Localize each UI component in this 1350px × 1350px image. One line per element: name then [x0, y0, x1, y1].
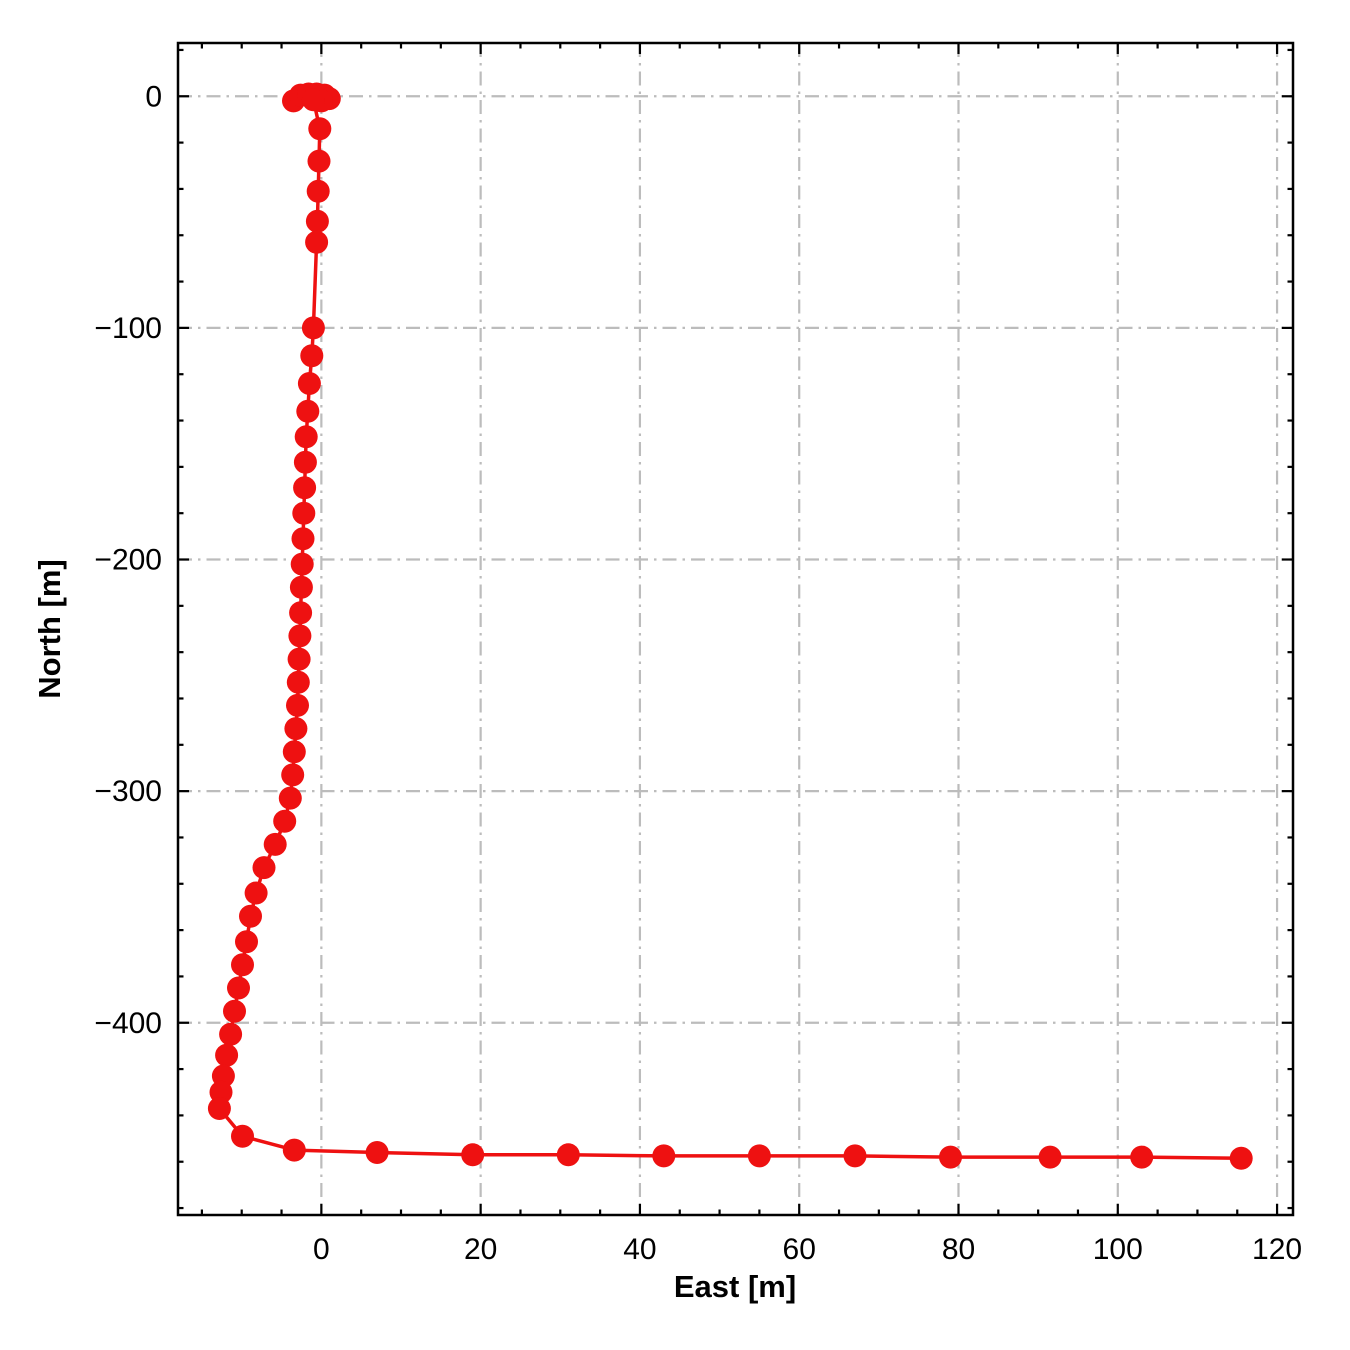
x-tick-label: 80 [942, 1233, 975, 1266]
y-axis-label: North [m] [32, 559, 67, 698]
trajectory-marker [461, 1143, 485, 1167]
x-tick-label: 20 [464, 1233, 497, 1266]
y-tick-label: −200 [94, 544, 162, 577]
trajectory-marker [227, 976, 250, 1000]
trajectory-marker [282, 740, 306, 764]
trajectory-marker [273, 809, 297, 833]
trajectory-marker [843, 1144, 867, 1168]
x-tick-label: 40 [623, 1233, 656, 1266]
trajectory-marker [263, 832, 287, 856]
trajectory-marker [365, 1141, 389, 1164]
trajectory-marker [252, 856, 276, 880]
x-axis-label: East [m] [674, 1269, 796, 1304]
trajectory-line [217, 92, 1243, 1161]
trajectory-marker [231, 953, 254, 977]
trajectory-marker [308, 117, 332, 141]
trajectory-marker [652, 1144, 676, 1168]
trajectory-marker [294, 425, 318, 449]
trajectory-marker [296, 399, 320, 423]
trajectory-marker [215, 1043, 239, 1067]
y-tick-label: −400 [94, 1007, 162, 1040]
y-tick-label: −100 [94, 312, 162, 345]
plot-border [176, 41, 1295, 1217]
trajectory-marker [300, 344, 324, 368]
trajectory-marker [292, 501, 316, 525]
trajectory-marker [284, 717, 308, 741]
trajectory-marker [1130, 1145, 1154, 1169]
x-tick-label: 120 [1252, 1233, 1302, 1266]
trajectory-marker [306, 179, 330, 203]
trajectory-marker [282, 1138, 306, 1162]
trajectory-marker [286, 670, 310, 694]
trajectory-marker [747, 1144, 771, 1168]
trajectory-marker [235, 930, 258, 954]
y-tick-label: 0 [145, 80, 162, 113]
trajectory-marker [939, 1145, 962, 1169]
trajectory-marker [223, 999, 246, 1023]
trajectory-marker [305, 209, 329, 233]
x-tick-label: 60 [783, 1233, 816, 1266]
trajectory-marker [297, 372, 321, 395]
trajectory-marker [281, 763, 305, 787]
trajectory-marker [231, 1124, 254, 1148]
x-tick-label: 0 [313, 1233, 330, 1266]
trajectory-marker [307, 149, 331, 173]
trajectory-marker [293, 476, 317, 500]
trajectory-marker [288, 624, 312, 648]
trajectory-marker [305, 230, 329, 254]
trajectory-marker [291, 527, 315, 551]
trajectory-marker [244, 881, 268, 905]
trajectory-marker [289, 601, 313, 625]
trajectory-marker [301, 316, 325, 340]
trajectory-marker [219, 1022, 243, 1046]
trajectory-marker [286, 693, 309, 717]
trajectory-marker [289, 575, 313, 599]
trajectory-marker [207, 1097, 231, 1120]
trajectory-marker [1038, 1145, 1062, 1169]
trajectory-marker [278, 786, 302, 810]
trajectory-marker [301, 88, 325, 112]
trajectory-marker [287, 647, 311, 671]
y-tick-label: −300 [94, 775, 162, 808]
trajectory-marker [556, 1143, 580, 1167]
x-tick-label: 100 [1093, 1233, 1143, 1266]
trajectory-marker [239, 904, 262, 928]
trajectory-marker [293, 450, 317, 474]
trajectory-marker [290, 552, 314, 576]
trajectory-marker [1229, 1146, 1253, 1170]
